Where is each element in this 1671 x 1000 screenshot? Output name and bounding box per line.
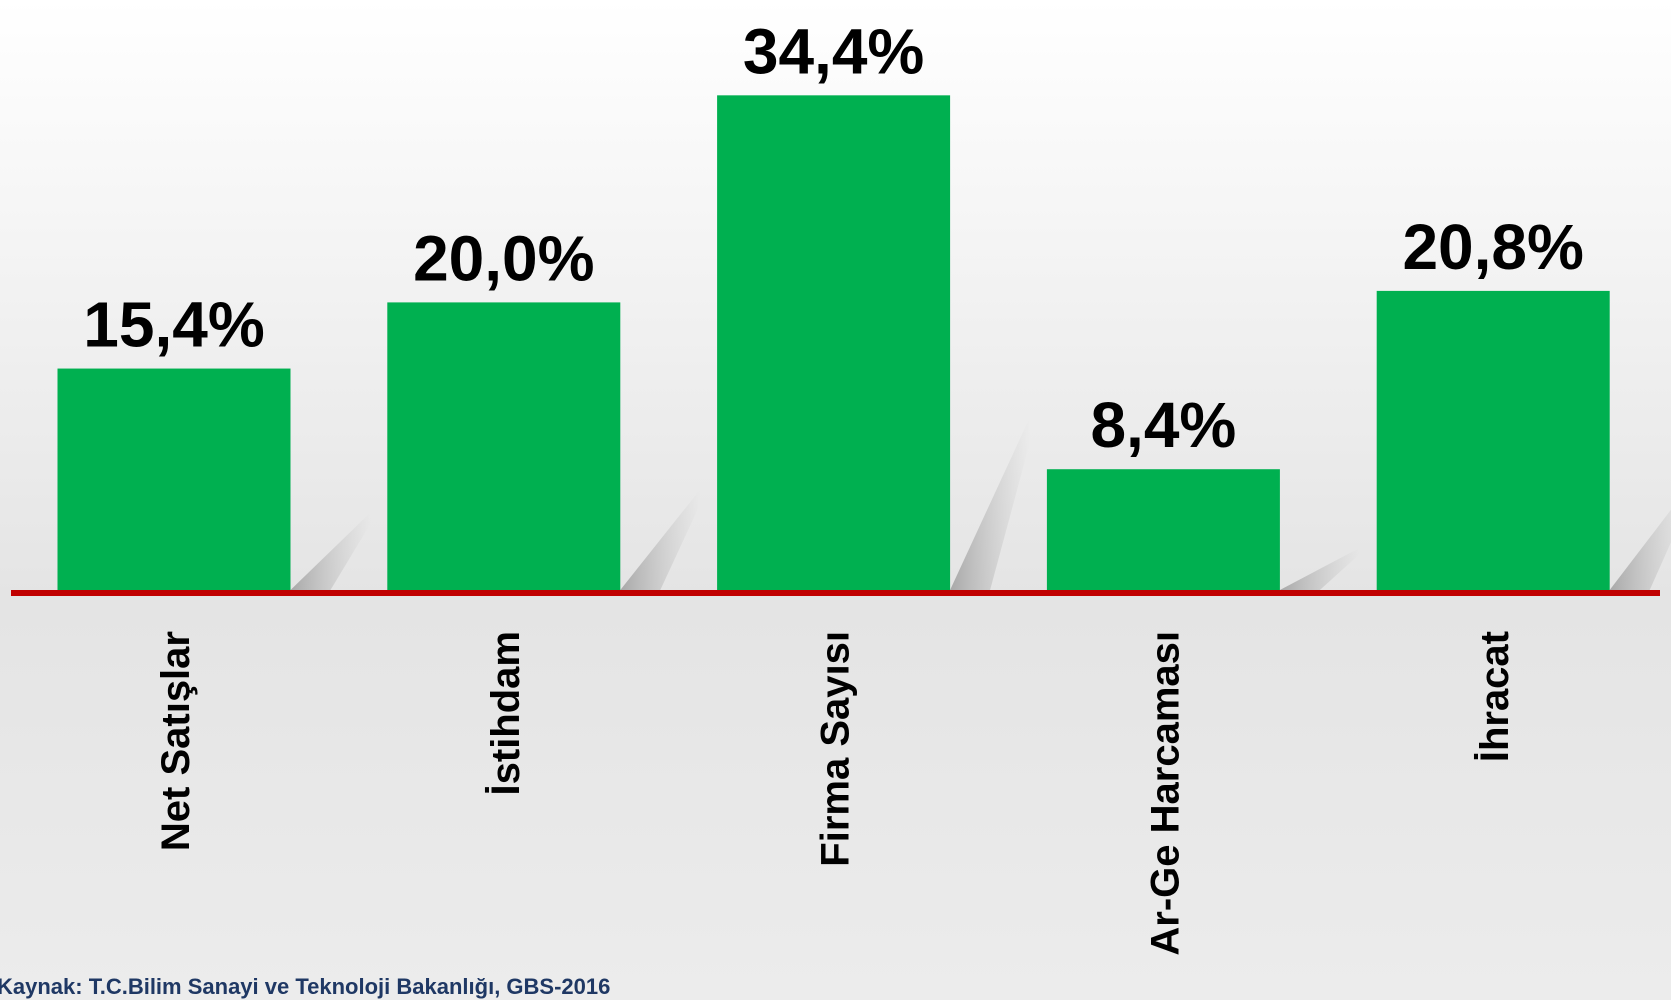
x-tick-label: İhracat	[1473, 631, 1517, 762]
data-label: 34,4%	[743, 15, 924, 87]
data-label: 8,4%	[1090, 389, 1236, 461]
data-label: 20,0%	[413, 222, 594, 294]
bar-shadow	[950, 416, 1031, 590]
data-label: 15,4%	[83, 289, 264, 361]
data-label: 20,8%	[1402, 211, 1583, 283]
x-tick-label: Net Satışlar	[154, 631, 198, 851]
x-tick-label: Firma Sayısı	[814, 631, 858, 867]
bar-shadow	[620, 489, 701, 590]
bar	[1046, 469, 1280, 590]
bar	[387, 302, 621, 590]
bar	[1376, 290, 1610, 590]
bar-shadow	[290, 512, 371, 590]
bar	[57, 368, 291, 590]
source-note: Kaynak: T.C.Bilim Sanayi ve Teknoloji Ba…	[0, 974, 610, 999]
bar-shadow	[1279, 547, 1360, 590]
x-tick-label: İstihdam	[484, 631, 528, 795]
bar-shadow	[1609, 509, 1671, 590]
bar	[717, 95, 951, 590]
x-tick-label: Ar-Ge Harcaması	[1143, 631, 1187, 956]
